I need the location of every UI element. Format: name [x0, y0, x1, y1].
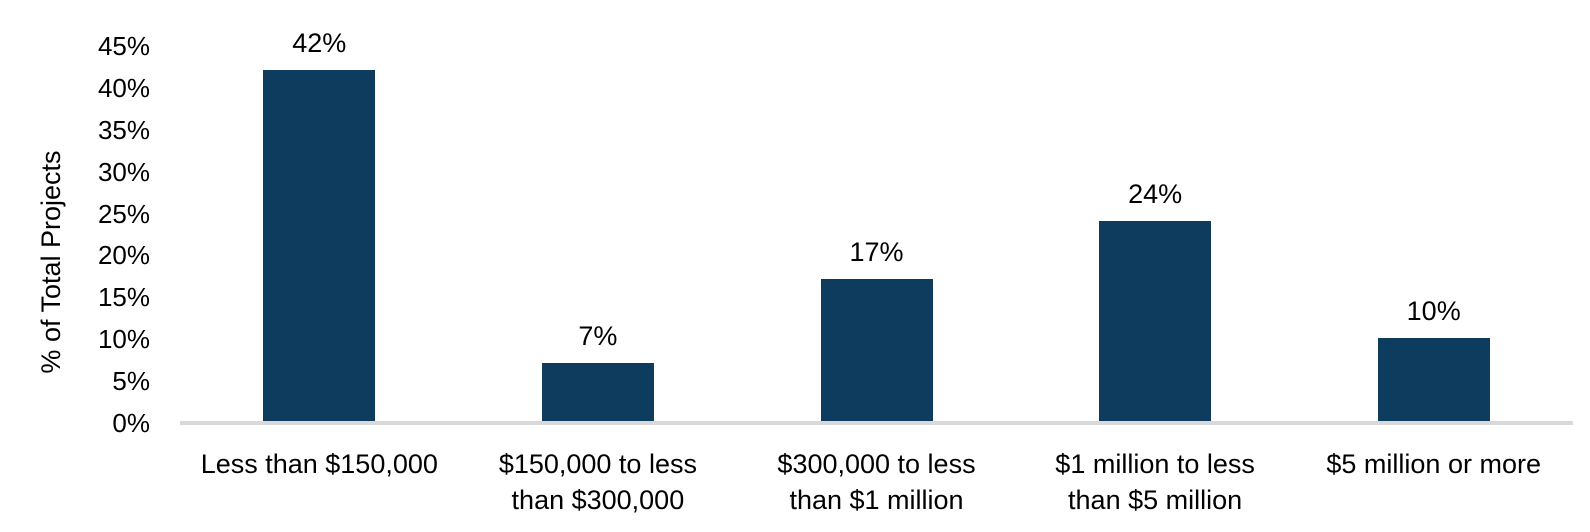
category-label: Less than $150,000	[200, 449, 438, 479]
bar-value-label: 7%	[578, 320, 618, 351]
bar-value-label: 42%	[292, 28, 347, 59]
y-tick-label: 20%	[97, 240, 150, 271]
bar	[263, 70, 376, 421]
category-label: $5 million or more	[1326, 449, 1541, 479]
y-tick-label: 45%	[97, 30, 150, 61]
bar	[1377, 337, 1490, 421]
y-tick-label: 25%	[97, 198, 150, 229]
bar	[820, 279, 933, 421]
y-tick-label: 0%	[112, 408, 150, 438]
y-tick-label: 15%	[97, 282, 150, 313]
bar-value-label: 17%	[849, 237, 904, 268]
bar-value-label: 24%	[1128, 178, 1183, 209]
y-tick-label: 5%	[112, 366, 150, 397]
bar-value-label: 10%	[1406, 295, 1461, 326]
bar	[1099, 220, 1212, 421]
category-label: $300,000 to less than $1 million	[777, 449, 976, 515]
bar	[541, 362, 654, 421]
y-tick-label: 30%	[97, 156, 150, 187]
y-tick-label: 10%	[97, 324, 150, 355]
y-tick-label: 35%	[97, 114, 150, 145]
category-label: $1 million to less than $5 million	[1055, 449, 1255, 515]
x-axis-line	[180, 421, 1573, 425]
y-tick-label: 40%	[97, 72, 150, 103]
category-label: $150,000 to less than $300,000	[498, 449, 697, 515]
